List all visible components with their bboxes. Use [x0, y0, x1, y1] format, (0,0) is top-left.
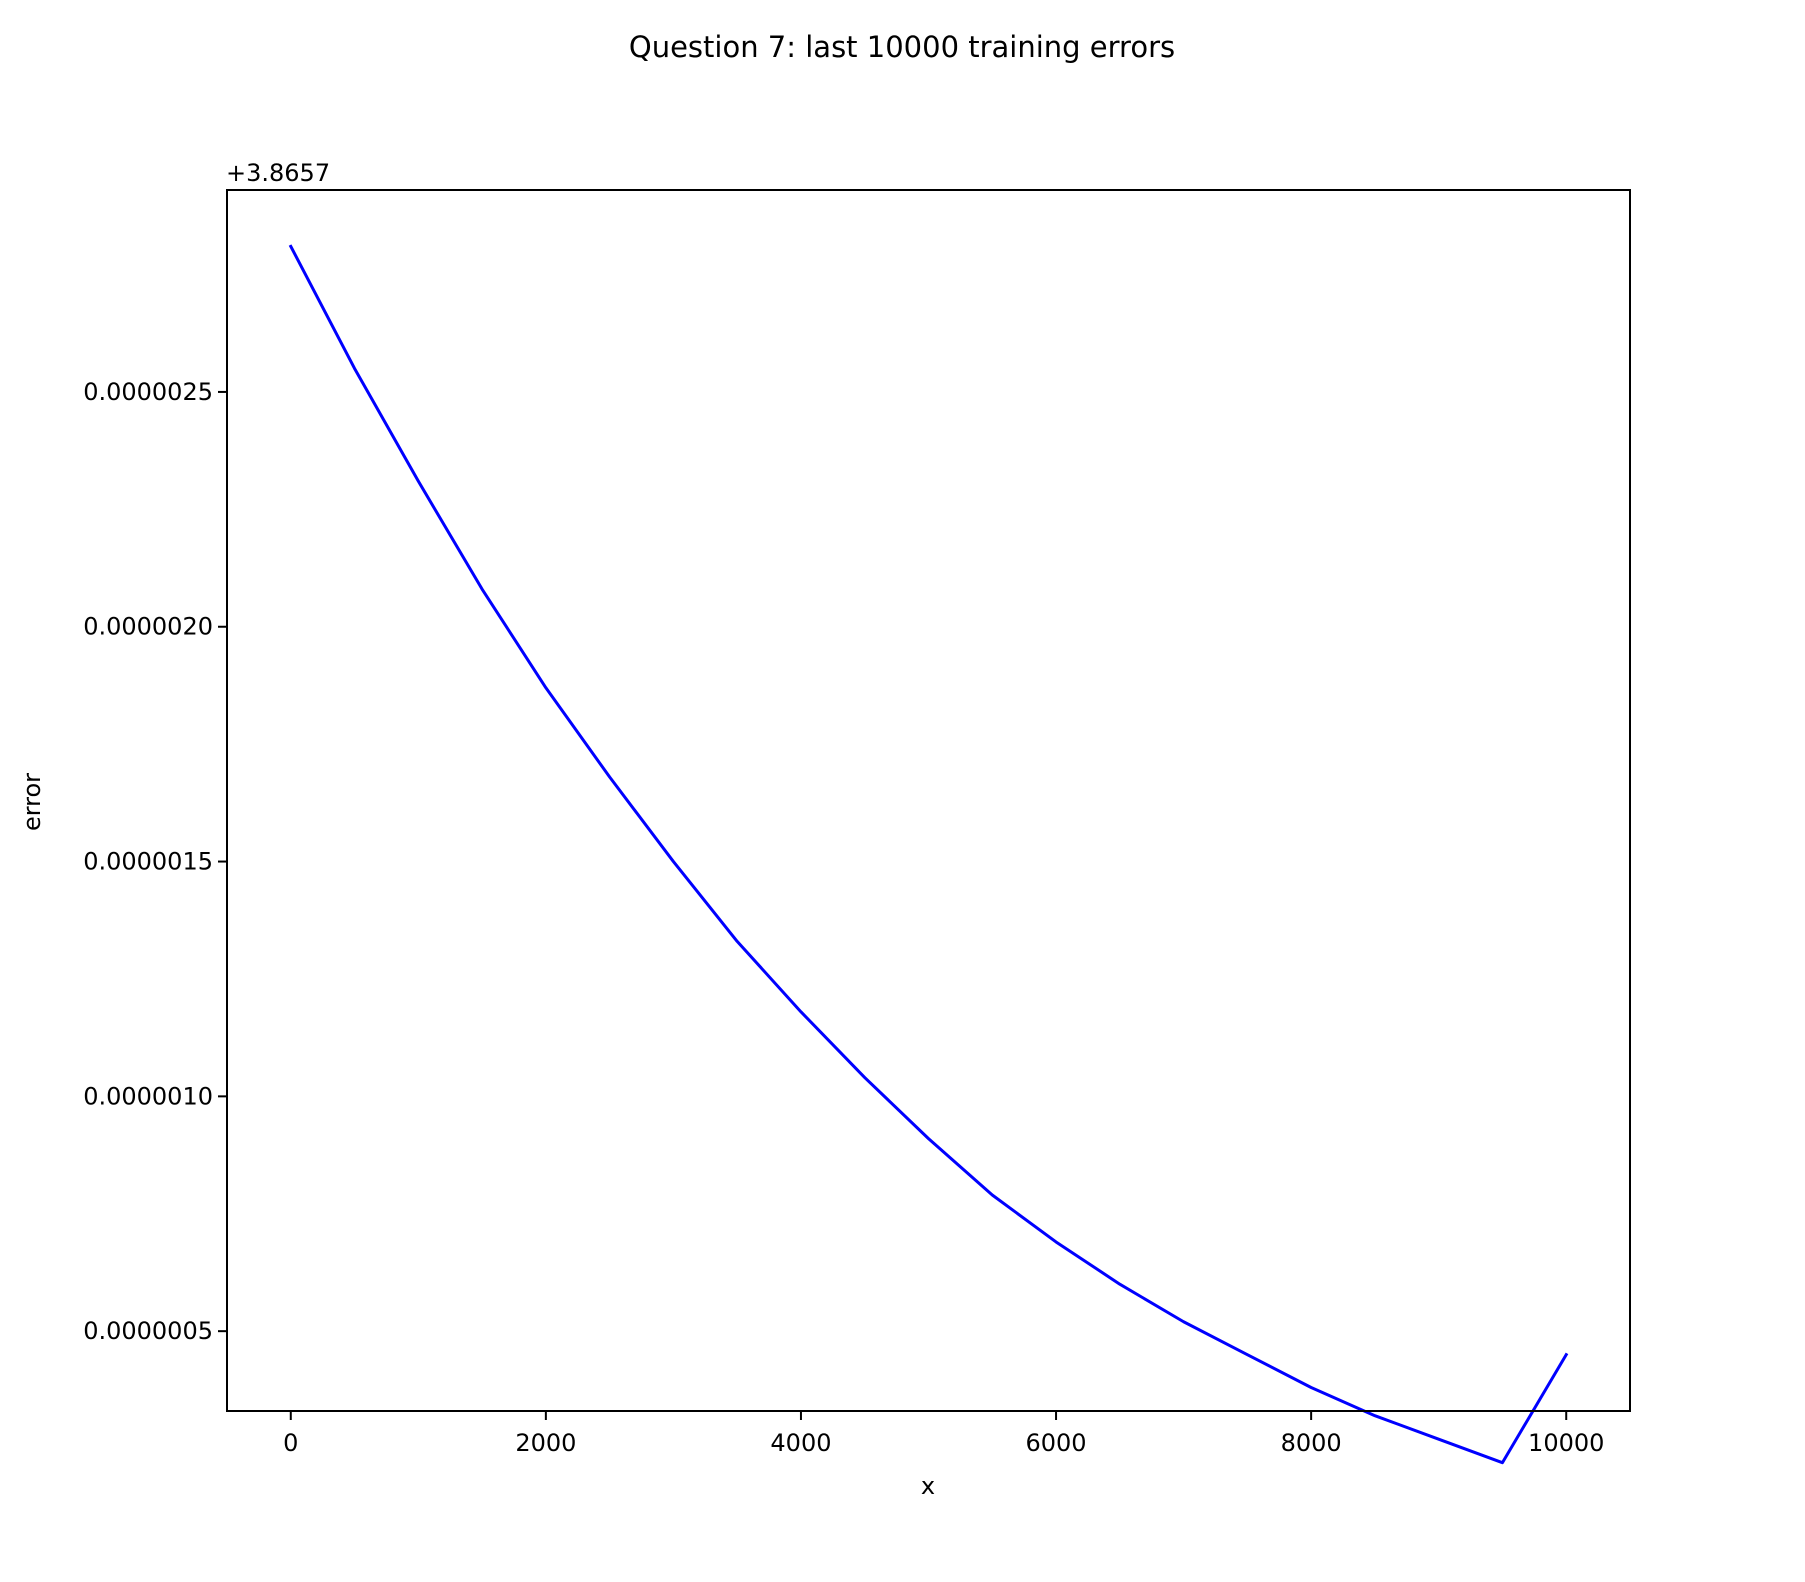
x-tick-label: 10000: [1528, 1429, 1604, 1457]
x-axis-label: x: [921, 1472, 935, 1500]
x-tick-label: 2000: [515, 1429, 576, 1457]
y-tick-label: 0.0000005: [83, 1317, 213, 1345]
y-tick-label: 0.0000025: [83, 378, 213, 406]
chart-title: Question 7: last 10000 training errors: [629, 30, 1175, 64]
y-tick-label: 0.0000015: [83, 848, 213, 876]
y-axis-label: error: [18, 773, 46, 831]
x-tick-label: 8000: [1281, 1429, 1342, 1457]
x-tick-label: 0: [283, 1429, 298, 1457]
y-offset-text: +3.8657: [226, 159, 330, 187]
line-layer: [288, 244, 1569, 1465]
y-tick-label: 0.0000020: [83, 613, 213, 641]
x-tick-label: 6000: [1026, 1429, 1087, 1457]
y-axis: 0.0000005 0.0000010 0.0000015 0.0000020 0.00…: [83, 378, 227, 1345]
series-line-0: [288, 244, 1569, 1465]
x-tick-label: 4000: [770, 1429, 831, 1457]
axes-frame: [226, 189, 1631, 1412]
plot-area: [226, 189, 1631, 1465]
y-tick-label: 0.0000010: [83, 1082, 213, 1110]
x-axis: 0 2000 4000 6000 8000 10000: [283, 1411, 1604, 1457]
